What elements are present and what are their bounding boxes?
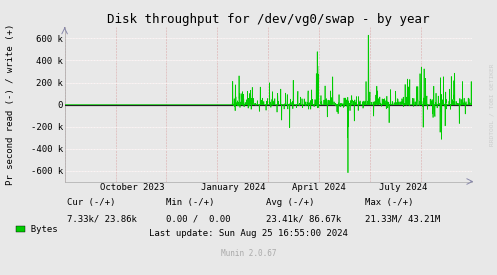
Text: 21.33M/ 43.21M: 21.33M/ 43.21M [365,214,440,223]
Text: RRDTOOL / TOBI OETIKER: RRDTOOL / TOBI OETIKER [490,63,495,146]
Text: Cur (-/+): Cur (-/+) [67,198,115,207]
Text: Munin 2.0.67: Munin 2.0.67 [221,249,276,258]
Text: 7.33k/ 23.86k: 7.33k/ 23.86k [67,214,137,223]
Text: Min (-/+): Min (-/+) [166,198,215,207]
Text: Pr second read (-) / write (+): Pr second read (-) / write (+) [6,24,15,185]
Text: Bytes: Bytes [20,225,58,234]
Text: Last update: Sun Aug 25 16:55:00 2024: Last update: Sun Aug 25 16:55:00 2024 [149,230,348,238]
Text: 0.00 /  0.00: 0.00 / 0.00 [166,214,231,223]
Title: Disk throughput for /dev/vg0/swap - by year: Disk throughput for /dev/vg0/swap - by y… [107,13,429,26]
Text: Avg (-/+): Avg (-/+) [266,198,314,207]
Text: 23.41k/ 86.67k: 23.41k/ 86.67k [266,214,341,223]
Text: Max (-/+): Max (-/+) [365,198,414,207]
